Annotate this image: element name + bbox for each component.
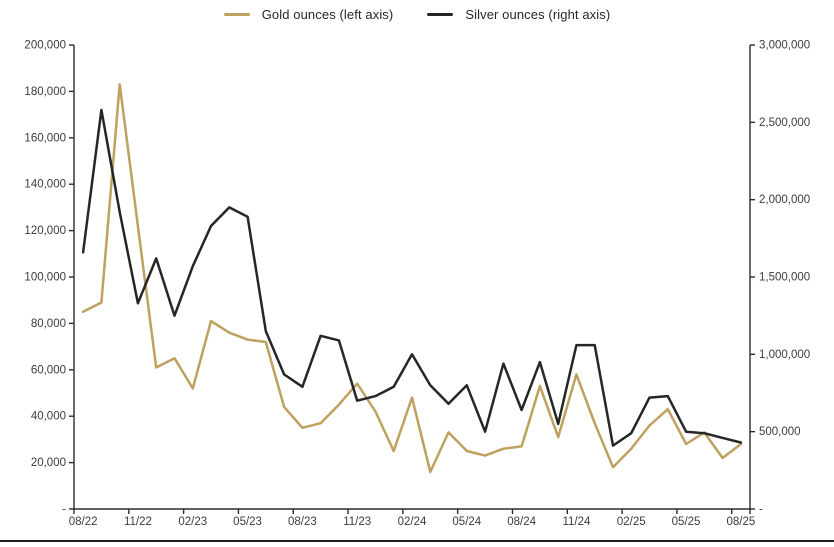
silver-series-swatch-icon [427,12,454,17]
legend-item-gold: Gold ounces (left axis) [223,7,394,22]
right-axis-tick-label: 3,000,000 [759,40,810,52]
x-axis-tick-label: 08/24 [507,516,536,528]
legend-item-silver: Silver ounces (right axis) [427,7,610,22]
left-axis-tick-label: 100,000 [24,272,66,284]
left-axis-tick-label: 40,000 [31,411,66,423]
x-axis-tick-label: 05/25 [672,516,701,528]
x-axis-tick-label: 08/22 [69,516,98,528]
x-axis-tick-label: 11/23 [343,516,371,528]
right-axis-tick-label: - [759,504,763,516]
gold-series-swatch-icon [223,12,250,17]
right-axis-tick-label: 2,500,000 [759,117,810,129]
x-axis-tick-label: 02/24 [398,516,427,528]
bottom-divider-bar [0,540,834,542]
legend-label-silver: Silver ounces (right axis) [465,7,611,22]
left-axis-tick-label: 120,000 [24,225,66,237]
right-axis-tick-label: 1,000,000 [759,349,810,361]
left-axis-tick-label: 80,000 [31,318,66,330]
x-axis-tick-label: 11/24 [562,516,591,528]
left-axis-tick-label: 200,000 [24,40,66,52]
gold-series-line [81,83,743,474]
left-axis-tick-label: 160,000 [24,132,66,144]
x-axis-tick-label: 11/22 [124,516,152,528]
x-axis-tick-label: 02/23 [178,516,207,528]
x-axis-tick-label: 08/25 [726,516,755,528]
right-axis-tick-label: 2,000,000 [759,194,810,206]
legend-label-gold: Gold ounces (left axis) [261,7,394,22]
x-axis-tick-label: 08/23 [288,516,317,528]
left-axis-tick-label: - [62,504,66,516]
chart-legend: Gold ounces (left axis) Silver ounces (r… [0,7,834,22]
left-axis-tick-label: 140,000 [24,179,66,191]
silver-series-line [81,108,743,447]
x-axis-tick-label: 02/25 [617,516,646,528]
x-axis-tick-label: 05/24 [452,516,481,528]
right-axis-tick-label: 1,500,000 [759,272,810,284]
left-axis-tick-label: 20,000 [31,457,66,469]
left-axis-tick-label: 60,000 [31,364,66,376]
left-axis-tick-label: 180,000 [24,86,66,98]
right-axis-tick-label: 500,000 [759,426,801,438]
x-axis-tick-label: 05/23 [233,516,262,528]
